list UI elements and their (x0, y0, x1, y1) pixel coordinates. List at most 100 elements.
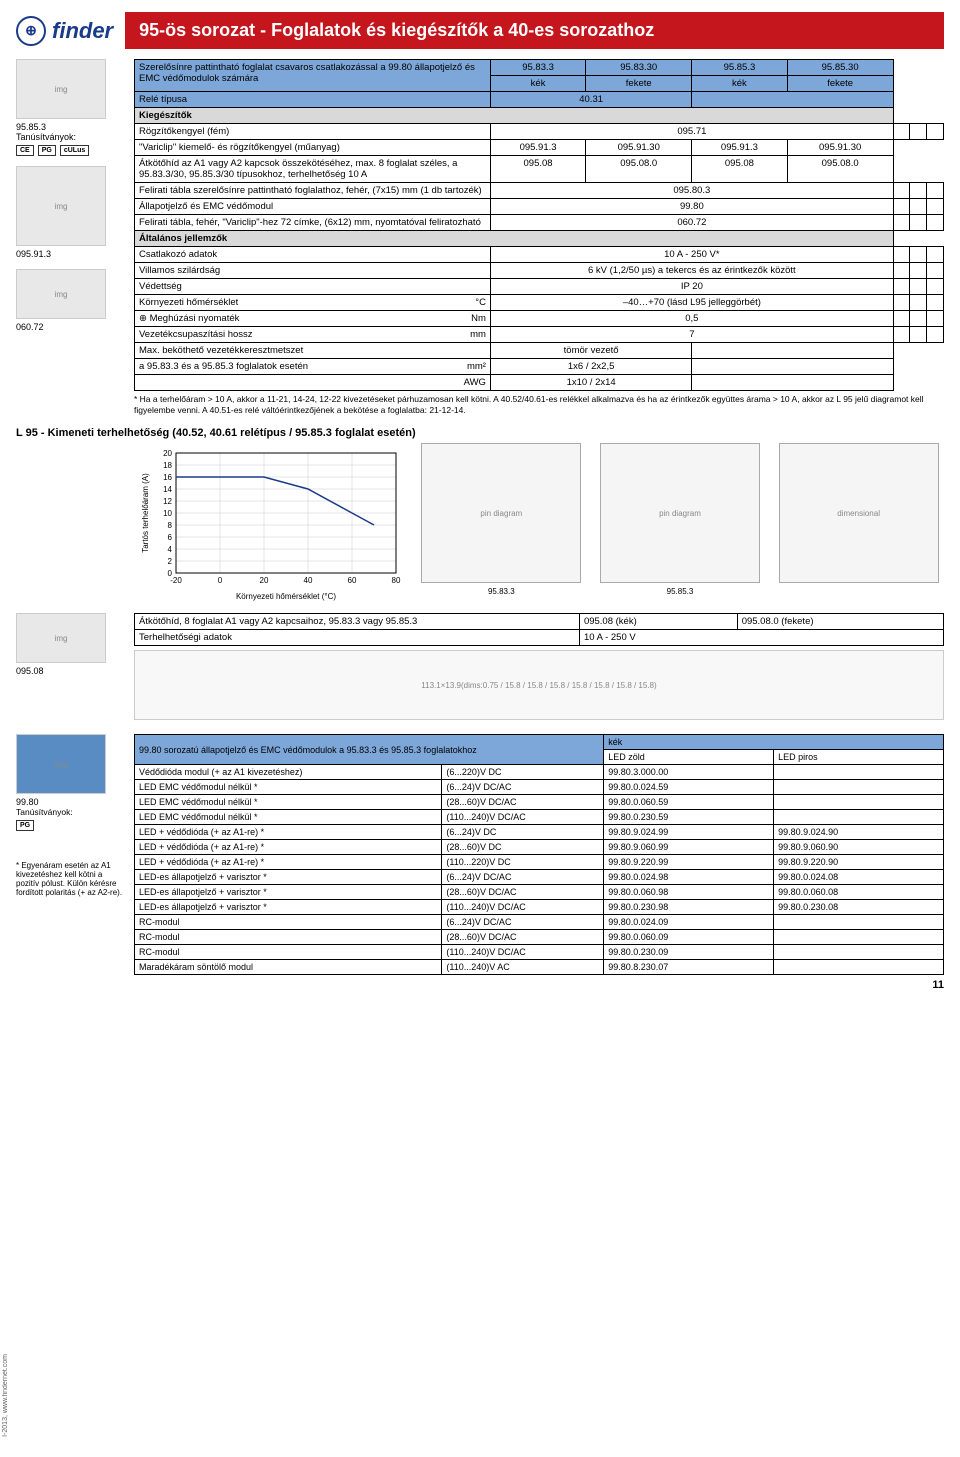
spec-cell: 10 A - 250 V* (490, 247, 893, 263)
spec-cell (893, 279, 910, 295)
module-cell (774, 915, 944, 930)
spec-cell (910, 327, 927, 343)
module-cell (774, 960, 944, 975)
spec-cell (893, 199, 910, 215)
spec-cell (927, 183, 944, 199)
svg-text:60: 60 (348, 576, 357, 585)
svg-text:6: 6 (168, 533, 173, 542)
spec-cell (893, 311, 910, 327)
module-cell (774, 780, 944, 795)
spec-cell (910, 279, 927, 295)
module-cell: (110...240)V DC/AC (442, 900, 604, 915)
spec-row-label: Állapotjelző és EMC védőmodul (135, 199, 491, 215)
col-color-0: kék (490, 76, 585, 92)
module-cell: 99.80.9.220.99 (604, 855, 774, 870)
module-cell: (28...60)V DC/AC (442, 885, 604, 900)
label-095-08: 095.08 (16, 666, 126, 676)
spec-section: Általános jellemzők (135, 231, 894, 247)
module-cell: 99.80.0.060.59 (604, 795, 774, 810)
module-cell: (28...60)V DC/AC (442, 930, 604, 945)
spec-cell: 060.72 (490, 215, 893, 231)
cert-label-2: Tanúsítványok: (16, 807, 126, 817)
spec-cell (910, 295, 927, 311)
module-cell: 99.80.0.230.09 (604, 945, 774, 960)
spec-cell: 095.80.3 (490, 183, 893, 199)
cul-icon: cULus (60, 145, 89, 156)
spec-cell (927, 247, 944, 263)
spec-cell (893, 124, 910, 140)
module-cell: 99.80.0.024.08 (774, 870, 944, 885)
jumper-rating-value: 10 A - 250 V (579, 630, 943, 646)
diagram-95-85-3: pin diagram 95.85.3 (600, 443, 760, 596)
spec-row-label: Védettség (135, 279, 491, 295)
spec-cell (910, 215, 927, 231)
module-cell: LED EMC védőmodul nélkül * (135, 810, 442, 825)
module-cell (774, 765, 944, 780)
module-cell: (6...24)V DC/AC (442, 780, 604, 795)
spec-top-desc: Szerelősínre pattintható foglalat csavar… (135, 60, 491, 92)
spec-cell: 095.08 (692, 156, 787, 183)
module-cell: 99.80.0.024.59 (604, 780, 774, 795)
module-cell: (6...220)V DC (442, 765, 604, 780)
spec-cell (927, 263, 944, 279)
spec-table: Szerelősínre pattintható foglalat csavar… (134, 59, 944, 391)
ce-icon: CE (16, 145, 34, 156)
svg-text:18: 18 (163, 461, 172, 470)
spec-footnote: * Ha a terhelőáram > 10 A, akkor a 11-21… (134, 394, 944, 415)
module-cell: 99.80.9.060.99 (604, 840, 774, 855)
spec-row-label: a 95.83.3 és a 95.85.3 foglalatok esetén… (135, 359, 491, 375)
spec-row-label: Villamos szilárdság (135, 263, 491, 279)
page-number: 11 (16, 979, 944, 991)
module-cell: 99.80.0.230.98 (604, 900, 774, 915)
spec-cell: 7 (490, 327, 893, 343)
module-cell: 99.80.0.024.09 (604, 915, 774, 930)
col-code-3: 95.85.30 (787, 60, 893, 76)
spec-cell (910, 183, 927, 199)
spec-cell (893, 263, 910, 279)
module-cell: LED-es állapotjelző + varisztor * (135, 900, 442, 915)
module-cell: 99.80.9.220.90 (774, 855, 944, 870)
spec-cell (910, 199, 927, 215)
module-cell: (110...220)V DC (442, 855, 604, 870)
spec-row-label: Max. beköthető vezetékkeresztmetszet (135, 343, 491, 359)
dimension-drawing: dimensional (779, 443, 939, 596)
label-060-72: 060.72 (16, 322, 126, 332)
col-color-3: fekete (787, 76, 893, 92)
spec-cell: 095.91.3 (490, 140, 585, 156)
module-cell: 99.80.9.024.90 (774, 825, 944, 840)
spec-cell: 6 kV (1,2/50 µs) a tekercs és az érintke… (490, 263, 893, 279)
spec-cell (910, 311, 927, 327)
product-image-095-08: img (16, 613, 106, 663)
module-cell: (28...60)V DC (442, 840, 604, 855)
spec-cell: 095.71 (490, 124, 893, 140)
module-cell: 99.80.9.060.90 (774, 840, 944, 855)
spec-cell (927, 215, 944, 231)
module-cell: 99.80.0.060.98 (604, 885, 774, 900)
col-color-1: fekete (586, 76, 692, 92)
logo-text: finder (52, 18, 113, 44)
product-image-95-85-3: img (16, 59, 106, 119)
module-cell: 99.80.0.230.59 (604, 810, 774, 825)
print-ref: I-2013, www.findernet.com (2, 1354, 9, 1437)
spec-row-label: ⊕ Meghúzási nyomatékNm (135, 311, 491, 327)
spec-row-label: AWG (135, 375, 491, 391)
module-cell: (6...24)V DC (442, 825, 604, 840)
jumper-dimension-drawing: 113.1 × 13.9 (dims: 0.75 / 15.8 / 15.8 /… (134, 650, 944, 720)
spec-section: Kiegészítők (135, 108, 894, 124)
jumper-table: Átkötőhíd, 8 foglalat A1 vagy A2 kapcsai… (134, 613, 944, 646)
module-cell: (110...240)V AC (442, 960, 604, 975)
chart-title: L 95 - Kimeneti terhelhetőség (40.52, 40… (16, 427, 944, 439)
product-image-060-72: img (16, 269, 106, 319)
svg-text:2: 2 (168, 557, 173, 566)
module-cell (774, 810, 944, 825)
jumper-desc: Átkötőhíd, 8 foglalat A1 vagy A2 kapcsai… (135, 614, 580, 630)
diagram-95-83-3: pin diagram 95.83.3 (421, 443, 581, 596)
label-95-85-3: 95.85.3 (16, 122, 126, 132)
spec-row-label: Relé típusa (135, 92, 491, 108)
spec-cell (893, 215, 910, 231)
diagram-label-1: 95.83.3 (488, 587, 515, 596)
spec-cell (692, 343, 893, 359)
svg-text:Tartós terhelőáram (A): Tartós terhelőáram (A) (141, 473, 150, 553)
svg-text:8: 8 (168, 521, 173, 530)
module-cell: Védődióda modul (+ az A1 kivezetéshez) (135, 765, 442, 780)
